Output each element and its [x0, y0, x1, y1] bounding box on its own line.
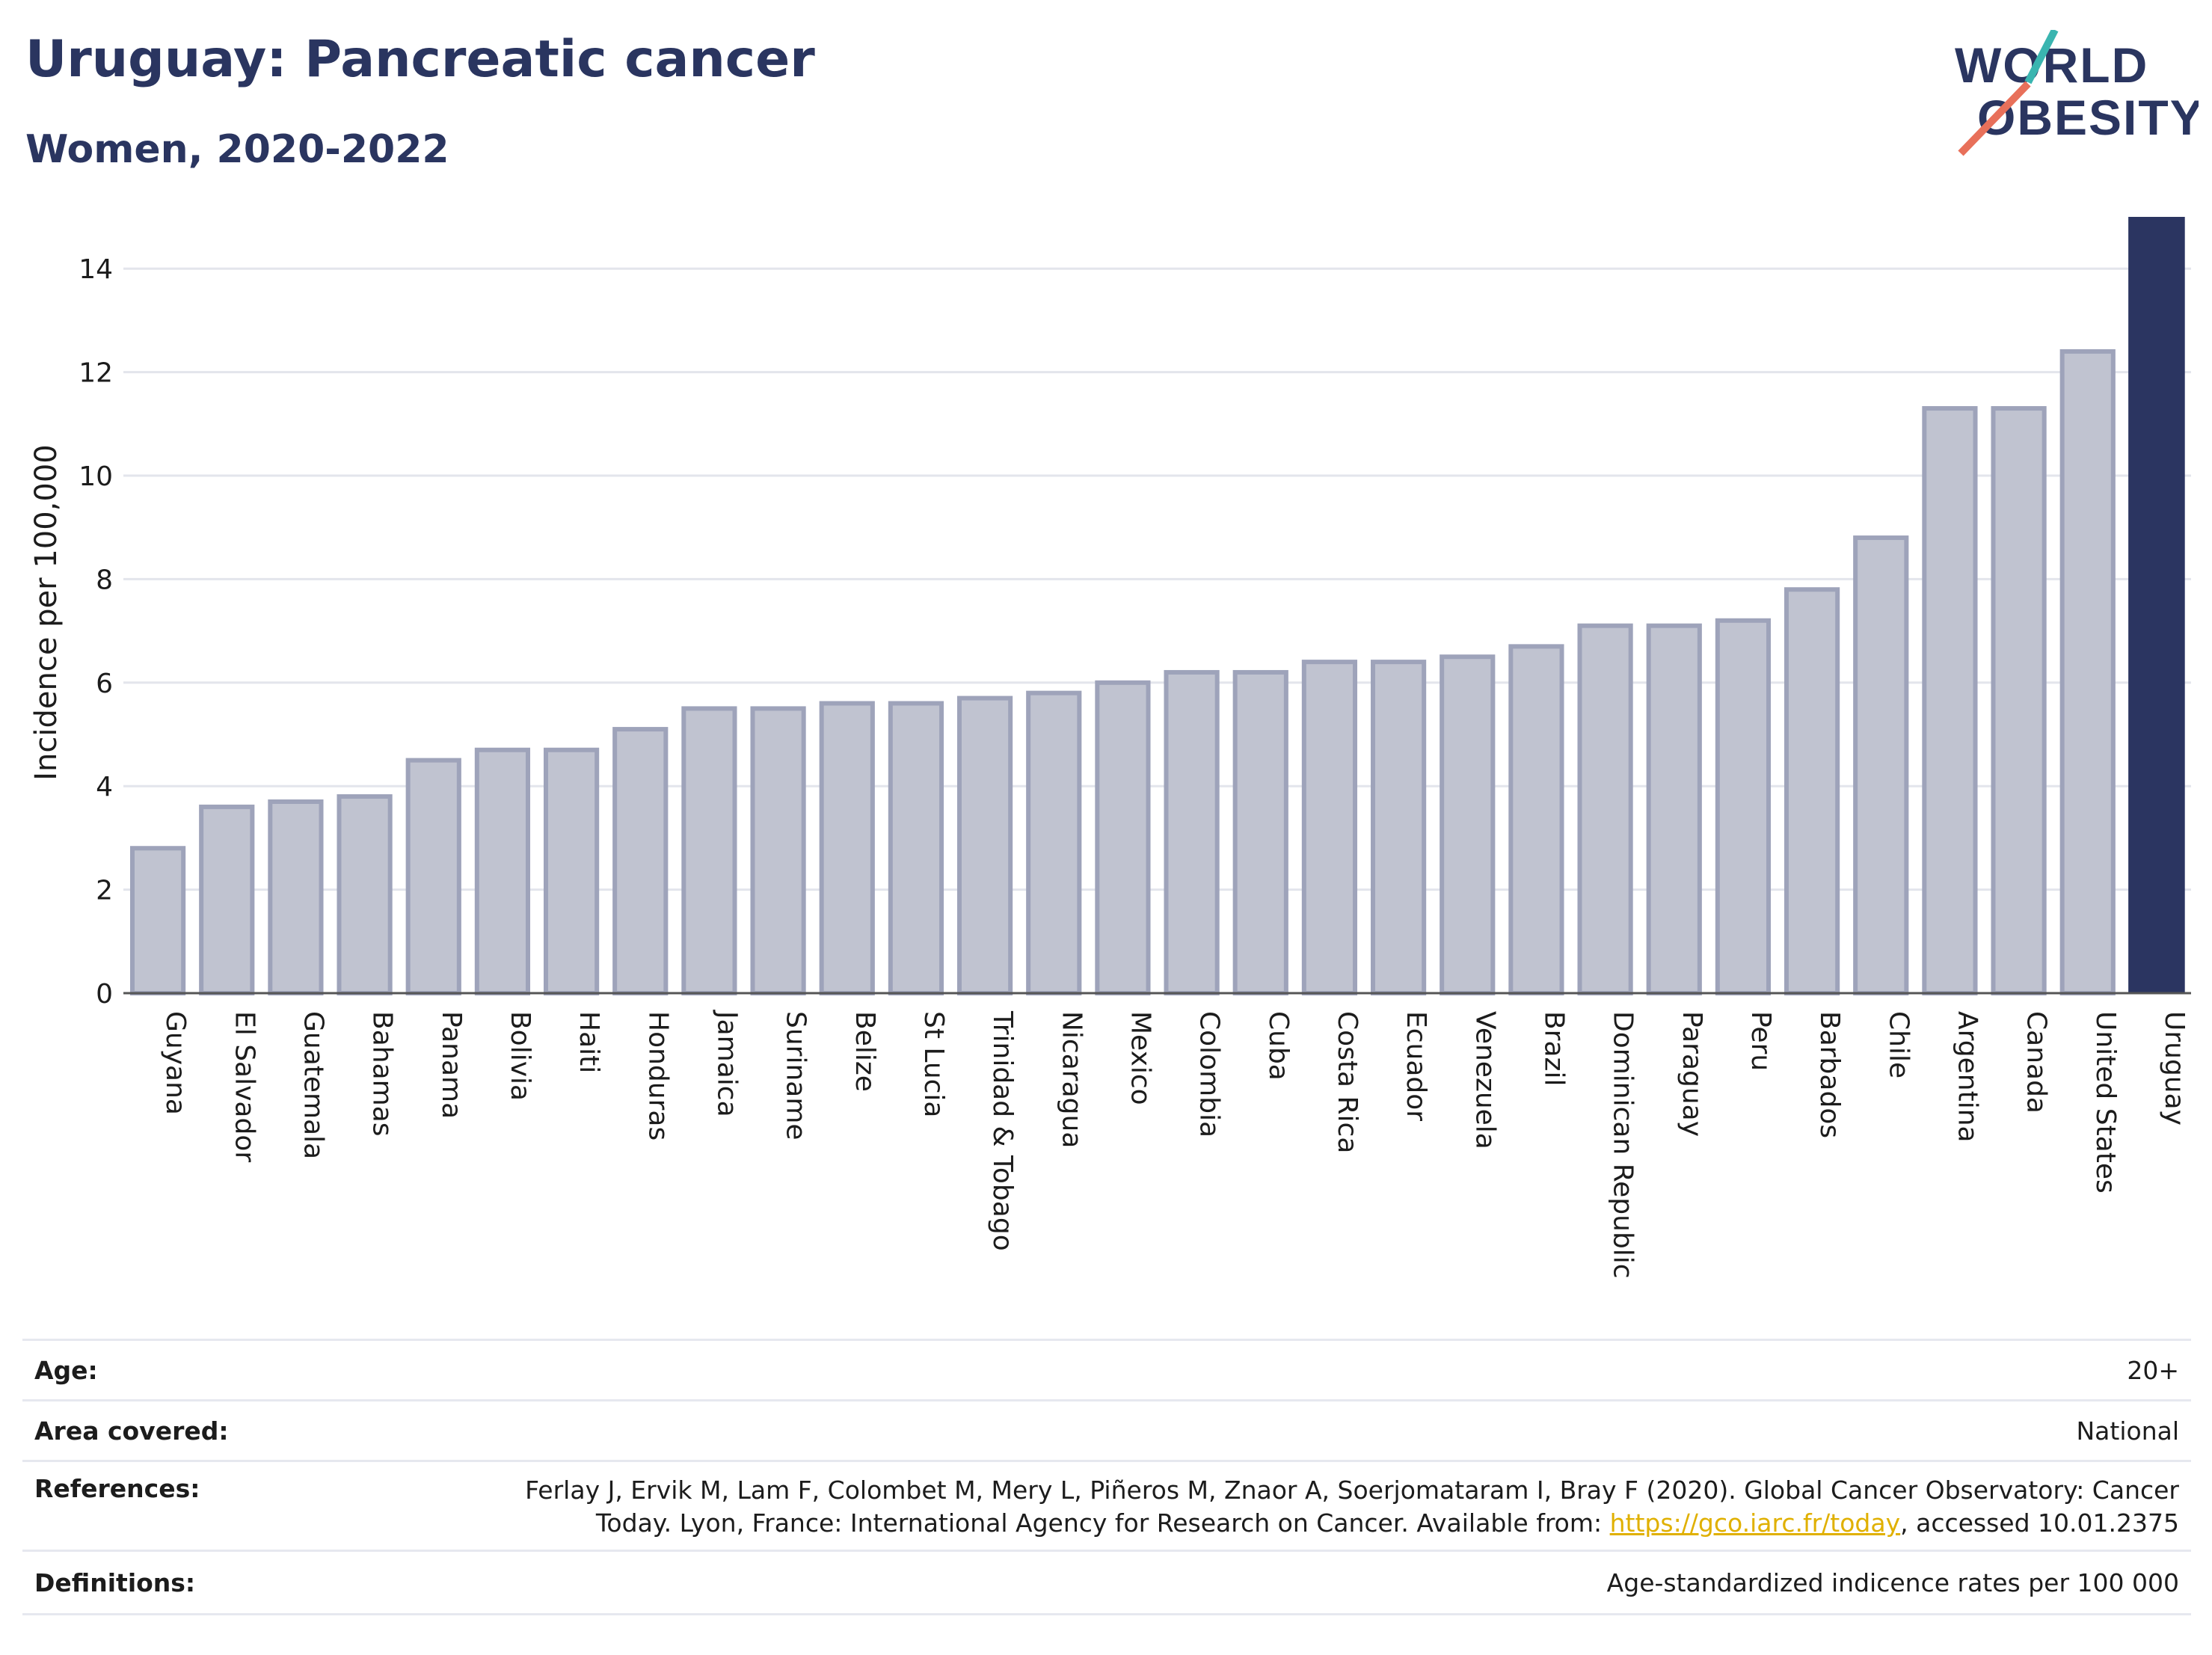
x-tick-label: Uruguay — [2159, 1011, 2190, 1126]
x-tick-label: United States — [2090, 1011, 2121, 1194]
y-tick-label: 12 — [79, 358, 113, 389]
y-axis-label: Incidence per 100,000 — [29, 444, 64, 781]
bar-honduras — [612, 727, 669, 996]
bar-uruguay — [2128, 217, 2185, 993]
area-covered-value: National — [2076, 1416, 2179, 1446]
chart-title: Uruguay: Pancreatic cancer — [25, 30, 815, 89]
references-value: Ferlay J, Ervik M, Lam F, Colombet M, Me… — [525, 1474, 2179, 1540]
x-tick-label: St Lucia — [918, 1011, 949, 1118]
bar-ecuador — [1370, 660, 1427, 995]
bar-united-states — [2059, 348, 2116, 996]
bar-nicaragua — [1026, 690, 1082, 995]
references-link[interactable]: https://gco.iarc.fr/today — [1609, 1508, 1901, 1538]
x-tick-label: Canada — [2021, 1011, 2052, 1114]
x-tick-label: Trinidad & Tobago — [987, 1010, 1018, 1251]
x-tick-label: Suriname — [781, 1011, 811, 1140]
bar-guyana — [129, 846, 186, 995]
x-tick-label: El Salvador — [229, 1011, 259, 1162]
x-label-layer: Guyana El Salvador Guatemala Bahamas Panama B… — [160, 1010, 2190, 1279]
x-tick-label: Costa Rica — [1332, 1011, 1362, 1153]
bar-bolivia — [474, 747, 531, 995]
references-line2: Today. Lyon, France: International Agenc… — [595, 1508, 1610, 1538]
bar-jamaica — [681, 706, 737, 996]
x-tick-label: Bolivia — [505, 1011, 535, 1101]
bar-panama — [405, 758, 461, 995]
bar-argentina — [1922, 406, 1978, 995]
footer-row-area: Area covered: National — [22, 1399, 2191, 1460]
bar-suriname — [750, 706, 806, 996]
footer-row-definitions: Definitions: Age-standardized indicence … — [22, 1550, 2191, 1615]
y-tick-label: 0 — [96, 979, 113, 1010]
x-tick-label: Cuba — [1263, 1011, 1294, 1081]
x-tick-label: Mexico — [1125, 1011, 1155, 1105]
x-tick-label: Chile — [1883, 1011, 1914, 1078]
footer-row-references: References: Ferlay J, Ervik M, Lam F, Co… — [22, 1460, 2191, 1550]
logo-teal-stroke — [2024, 30, 2059, 85]
x-tick-label: Bahamas — [367, 1011, 398, 1137]
y-tick-label: 8 — [96, 565, 113, 595]
age-label: Age: — [34, 1355, 98, 1385]
bar-costa-rica — [1301, 660, 1358, 995]
x-tick-label: Paraguay — [1677, 1011, 1707, 1137]
bar-barbados — [1784, 587, 1840, 995]
x-tick-label: Peru — [1745, 1011, 1776, 1071]
bar-colombia — [1164, 669, 1220, 996]
bar-trinidad-tobago — [956, 696, 1013, 995]
y-tick-label: 10 — [79, 461, 113, 492]
x-tick-label: Dominican Republic — [1608, 1011, 1638, 1279]
bar-dominican-republic — [1577, 623, 1633, 995]
x-tick-label: Ecuador — [1401, 1011, 1431, 1121]
footer-row-age: Age: 20+ — [22, 1339, 2191, 1399]
bar-layer — [129, 217, 2185, 996]
x-tick-label: Guyana — [160, 1011, 191, 1115]
bar-belize — [819, 701, 875, 995]
x-tick-label: Barbados — [1814, 1011, 1845, 1138]
bar-canada — [1991, 406, 2047, 995]
world-obesity-logo: WORLD OBESITY — [1955, 30, 2199, 156]
logo-word-world: WORLD — [1955, 37, 2148, 93]
bar-chile — [1853, 535, 1909, 995]
bar-venezuela — [1440, 654, 1496, 995]
age-value: 20+ — [2127, 1355, 2179, 1385]
bar-bahamas — [337, 794, 393, 996]
x-tick-label: Nicaragua — [1056, 1011, 1087, 1148]
x-tick-label: Belize — [850, 1011, 880, 1092]
x-tick-label: Colombia — [1194, 1011, 1225, 1137]
y-tick-label: 2 — [96, 876, 113, 906]
x-tick-label: Guatemala — [298, 1011, 328, 1159]
area-covered-label: Area covered: — [34, 1416, 229, 1446]
references-accessed: , accessed 10.01.2375 — [1900, 1508, 2179, 1538]
x-tick-label: Brazil — [1538, 1011, 1569, 1086]
bar-guatemala — [268, 799, 324, 995]
bar-brazil — [1508, 644, 1564, 995]
y-tick-layer: 0 2 4 6 8 10 12 14 — [79, 254, 113, 1010]
y-tick-label: 14 — [79, 254, 113, 285]
bar-mexico — [1095, 680, 1151, 995]
chart-subtitle: Women, 2020-2022 — [25, 127, 449, 172]
x-tick-label: Haiti — [574, 1011, 604, 1073]
definitions-value: Age-standardized indicence rates per 100… — [1606, 1568, 2179, 1597]
chart-footer: Age: 20+ Area covered: National Referenc… — [22, 1339, 2191, 1615]
bar-cuba — [1232, 669, 1288, 996]
bar-haiti — [543, 747, 600, 995]
logo-coral-stroke — [1958, 81, 2031, 156]
y-tick-label: 6 — [96, 669, 113, 699]
x-tick-label: Venezuela — [1469, 1011, 1500, 1149]
x-tick-label: Panama — [436, 1011, 467, 1119]
references-line1: Ferlay J, Ervik M, Lam F, Colombet M, Me… — [525, 1476, 2179, 1505]
x-tick-label: Argentina — [1952, 1011, 1982, 1143]
bar-st-lucia — [888, 701, 944, 995]
references-label: References: — [34, 1474, 200, 1503]
y-tick-label: 4 — [96, 772, 113, 802]
x-tick-label: Honduras — [642, 1011, 673, 1140]
grid-layer — [123, 267, 2191, 891]
bar-peru — [1715, 618, 1772, 995]
bar-el-salvador — [199, 804, 255, 995]
definitions-label: Definitions: — [34, 1568, 196, 1597]
bar-paraguay — [1646, 623, 1702, 995]
x-tick-label: Jamaica — [711, 1010, 742, 1117]
bar-chart: 0 2 4 6 8 10 12 14 Guyana El Salvador Guatemala Ba… — [29, 217, 2191, 1279]
